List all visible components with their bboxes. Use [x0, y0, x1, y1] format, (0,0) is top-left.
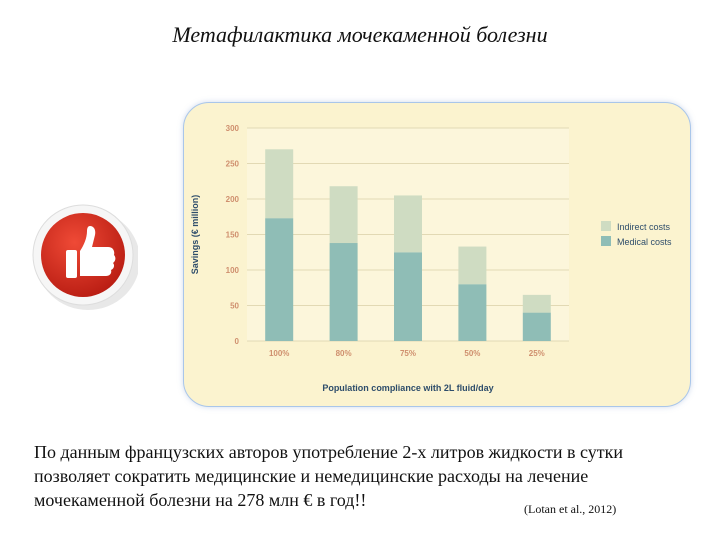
bar-medical-costs: [522, 312, 551, 341]
y-tick-label: 250: [226, 160, 240, 169]
y-tick-label: 150: [226, 231, 240, 240]
caption-text: По данным французских авторов употреблен…: [34, 440, 704, 512]
y-tick-label: 50: [230, 302, 239, 311]
bar-indirect-costs: [522, 294, 551, 313]
citation: (Lotan et al., 2012): [524, 502, 617, 516]
y-tick-label: 300: [226, 124, 240, 133]
caption-line: мочекаменной болезни на 278 млн € в год!…: [34, 490, 367, 510]
legend-swatch-medical: [601, 236, 611, 246]
legend-label: Medical costs: [617, 237, 672, 247]
bar-indirect-costs: [458, 246, 487, 285]
bar-medical-costs: [458, 284, 487, 341]
caption-line: позволяет сократить медицинские и немеди…: [34, 466, 589, 486]
savings-chart: 0 50 100 150 200 250 300 100% 80% 75% 50% 25% Popula…: [190, 124, 672, 393]
x-tick-label: 80%: [336, 349, 352, 358]
bar-medical-costs: [394, 252, 422, 341]
x-tick-label: 50%: [464, 349, 480, 358]
chart-labels: 0 50 100 150 200 250 300 100% 80% 75% 50% 25% Popula…: [190, 124, 672, 393]
chart-bars: [265, 149, 551, 341]
bar-medical-costs: [329, 243, 358, 341]
x-tick-label: 25%: [529, 349, 545, 358]
bar-indirect-costs: [329, 186, 358, 244]
y-axis-label: Savings (€ million): [190, 195, 200, 275]
x-tick-label: 75%: [400, 349, 416, 358]
bar-indirect-costs: [265, 149, 294, 219]
slide-title: Метафилактика мочекаменной болезни: [172, 22, 548, 47]
bar-medical-costs: [265, 218, 294, 341]
x-axis-label: Population compliance with 2L fluid/day: [322, 383, 493, 393]
legend-label: Indirect costs: [617, 222, 671, 232]
x-tick-label: 100%: [269, 349, 289, 358]
thumbs-up-icon: [66, 226, 116, 278]
thumbs-up-badge: [32, 204, 138, 310]
y-tick-label: 200: [226, 195, 240, 204]
caption-line: По данным французских авторов употреблен…: [34, 442, 624, 462]
y-tick-label: 100: [226, 266, 240, 275]
legend-swatch-indirect: [601, 221, 611, 231]
bar-indirect-costs: [394, 195, 422, 253]
y-tick-label: 0: [235, 337, 240, 346]
chart-panel: 0 50 100 150 200 250 300 100% 80% 75% 50% 25% Popula…: [183, 102, 691, 407]
